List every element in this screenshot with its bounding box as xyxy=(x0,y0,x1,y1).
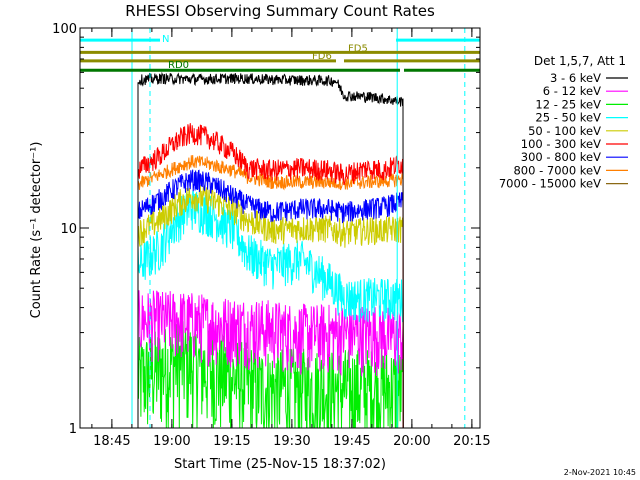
legend-label: 800 - 7000 keV xyxy=(513,163,601,177)
legend-label: 6 - 12 keV xyxy=(543,84,601,98)
y-tick-label: 10 xyxy=(60,222,77,237)
series-line-100-to-300keVkev xyxy=(137,123,404,429)
timestamp-label: 2-Nov-2021 10:45 xyxy=(564,468,636,477)
series-layer xyxy=(137,71,404,429)
y-axis-label: Count Rate (s⁻¹ detector⁻¹) xyxy=(29,142,44,319)
x-tick-label: 19:15 xyxy=(213,434,250,449)
axes-layer: 1 10 100 18:45 19:00 19:15 19:30 19:45 20:00 20:1… xyxy=(52,22,490,449)
x-axis-label: Start Time (25-Nov-15 18:37:02) xyxy=(174,457,386,472)
annotation-layer: N FD5 FD6 RD0 xyxy=(80,28,480,428)
legend-label: 300 - 800 keV xyxy=(521,150,601,164)
legend-label: 12 - 25 keV xyxy=(535,97,601,111)
state-label-n: N xyxy=(162,34,169,45)
x-tick-label: 19:30 xyxy=(273,434,310,449)
state-label-fd5: FD5 xyxy=(348,43,368,54)
series-line-50-to-100keVkev xyxy=(137,184,404,429)
chart-title: RHESSI Observing Summary Count Rates xyxy=(125,2,435,20)
state-label-fd6: FD6 xyxy=(312,51,332,62)
x-tick-label: 18:45 xyxy=(93,434,130,449)
legend-label: 100 - 300 keV xyxy=(521,137,601,151)
legend-label: 3 - 6 keV xyxy=(550,71,601,85)
state-label-rd0: RD0 xyxy=(168,60,189,71)
series-line-3-to-6keVkev xyxy=(137,71,404,429)
legend-label: 25 - 50 keV xyxy=(535,111,601,125)
legend-label: 50 - 100 keV xyxy=(528,124,601,138)
x-tick-label: 20:15 xyxy=(453,434,490,449)
series-line-300-to-800keVkev xyxy=(137,169,404,429)
y-tick-label: 100 xyxy=(52,22,77,37)
legend-title: Det 1,5,7, Att 1 xyxy=(534,54,626,68)
x-tick-label: 20:00 xyxy=(393,434,430,449)
x-tick-label: 19:45 xyxy=(333,434,370,449)
legend-label: 7000 - 15000 keV xyxy=(499,177,601,191)
x-tick-label: 19:00 xyxy=(153,434,190,449)
y-tick-label: 1 xyxy=(69,422,77,437)
series-line-12-to-25keVkev xyxy=(137,321,404,429)
series-line-6-to-12keVkev xyxy=(137,290,404,429)
